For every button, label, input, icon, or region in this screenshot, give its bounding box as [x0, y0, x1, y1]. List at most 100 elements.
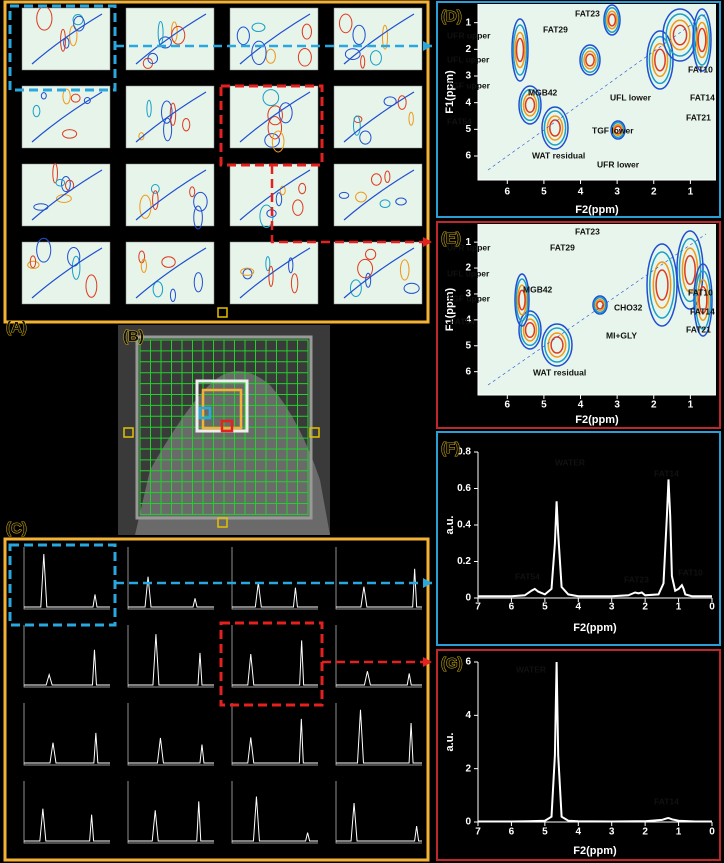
thumb-diagonal	[239, 247, 311, 299]
thumb-contour	[403, 282, 420, 294]
thumb-contour	[262, 89, 280, 107]
thumb-contour	[369, 50, 382, 66]
thumb-contour	[147, 52, 159, 65]
annotation: FAT21	[686, 324, 711, 334]
contour	[522, 93, 538, 117]
panel-label: (G)	[441, 655, 463, 672]
x-tick-label: 2	[651, 400, 657, 411]
thumb-axes	[23, 547, 110, 610]
x-tick-label: 5	[542, 827, 548, 838]
thumb-contour	[359, 130, 372, 145]
thumb-contour	[236, 26, 250, 46]
annotation: MGB42	[528, 87, 558, 97]
thumb-spectrum	[336, 802, 422, 842]
contour	[524, 96, 536, 114]
panel-d-frame	[436, 1, 721, 218]
contour	[511, 18, 529, 82]
contour	[676, 230, 704, 310]
selection-box	[8, 4, 117, 92]
panel-label: (C)	[6, 520, 27, 537]
annotation: TGF lower	[592, 125, 634, 135]
thumb-contour	[251, 22, 266, 33]
thumb-contour	[399, 259, 410, 281]
contour	[518, 289, 526, 311]
contour	[646, 243, 678, 327]
thumb-diagonal	[31, 13, 103, 65]
annotation: FAT23	[624, 574, 649, 584]
thumb-contour	[139, 194, 152, 219]
y-tick-label: 0	[465, 817, 471, 828]
thumb-contour	[290, 273, 299, 294]
thumb-diagonal	[31, 247, 103, 299]
thumb-axes	[231, 703, 318, 766]
annotation: FAT54	[515, 571, 540, 581]
annotation: FAT10	[688, 287, 713, 297]
annotation: WATER	[516, 664, 546, 674]
contour	[541, 106, 569, 150]
contour	[604, 7, 620, 33]
spectrum-line	[478, 479, 712, 598]
x-tick-label: 3	[614, 400, 620, 411]
thumb-contour	[268, 265, 274, 287]
thumb-contour	[349, 279, 362, 298]
thumb-contour	[352, 115, 361, 136]
y-tick-label: 0.8	[457, 447, 471, 458]
thumb-contour	[71, 255, 81, 280]
thumb-contour	[395, 197, 407, 206]
annotation: TGF upper	[447, 80, 491, 90]
y-axis-label: a.u.	[444, 733, 456, 752]
diagonal	[487, 233, 707, 386]
contour	[678, 237, 702, 303]
thumb-contour	[138, 132, 145, 141]
contour	[546, 115, 564, 141]
thumb-contour	[298, 182, 307, 195]
contour	[693, 14, 711, 66]
voxel	[198, 406, 212, 420]
annotation: FAT54	[447, 116, 472, 126]
selection-box	[219, 621, 324, 707]
annotation: FAT21	[686, 112, 711, 122]
annotation: FAT14	[654, 468, 679, 478]
thumb-contour	[60, 28, 66, 52]
annotation: WAT residual	[533, 367, 586, 377]
y-tick-label: 4	[465, 710, 471, 721]
thumb-contour	[297, 48, 312, 67]
thumb-spectrum	[232, 582, 318, 608]
contour	[579, 44, 601, 76]
x-axis-label: F2(ppm)	[573, 845, 617, 857]
marker	[217, 517, 228, 528]
contour	[684, 254, 696, 286]
contour	[651, 42, 669, 78]
annotation: UFR upper	[447, 30, 491, 40]
y-tick-label: 5	[465, 340, 471, 351]
panels: 6 5 4 3 2 1123456F2(ppm)F1(ppm)FAT23FAT29UFR …	[444, 4, 716, 857]
contour	[520, 88, 540, 122]
panel-label: (F)	[441, 440, 460, 457]
annotation: FAT14	[690, 306, 715, 316]
thumb-axes	[335, 781, 422, 844]
contour	[518, 310, 542, 350]
thumb-axes	[127, 781, 214, 844]
contour	[669, 19, 691, 51]
thumb-spectrum	[24, 553, 110, 608]
thumb-contour	[73, 15, 85, 32]
thumb-contour	[265, 256, 271, 272]
thumb-diagonal	[135, 91, 207, 143]
thumb-axes	[231, 781, 318, 844]
y-tick-label: 0	[465, 593, 471, 604]
thumb-contour	[55, 178, 66, 187]
y-tick-label: 0.2	[457, 556, 471, 567]
thumb-diagonal	[135, 169, 207, 221]
thumb-contour	[279, 185, 286, 196]
thumb-contour	[27, 260, 40, 269]
thumb-contour	[267, 105, 283, 126]
annotation: FAT29	[550, 242, 575, 252]
contour	[612, 123, 624, 137]
thumbnails	[21, 6, 423, 844]
contour	[518, 85, 542, 125]
x-tick-label: 0	[709, 602, 715, 613]
thumb-axes	[23, 781, 110, 844]
thumb-contour	[40, 92, 47, 100]
thumb-contour	[70, 93, 81, 103]
x-tick-label: 2	[651, 187, 657, 198]
